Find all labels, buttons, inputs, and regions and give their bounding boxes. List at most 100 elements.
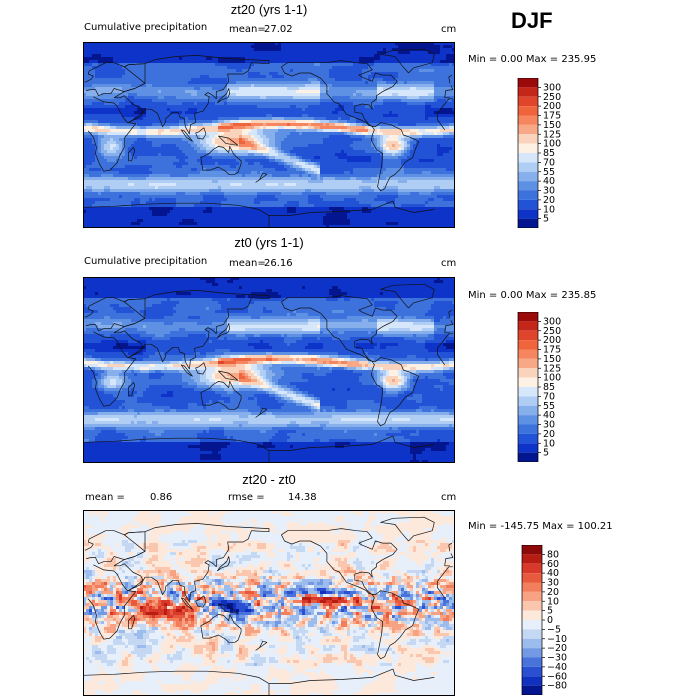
field-cell [125,138,129,142]
field-cell [194,51,198,55]
field-cell [209,66,213,70]
field-cell [209,63,213,67]
field-cell [398,78,402,82]
field-cell [365,114,369,118]
field-cell [179,159,183,163]
field-cell [434,138,438,142]
field-cell [179,111,183,115]
field-cell [401,99,405,103]
field-cell [440,72,444,76]
field-cell [452,123,455,127]
field-cell [164,147,168,151]
field-cell [350,63,354,67]
field-cell [212,126,216,130]
field-cell [371,45,375,49]
field-cell [212,150,216,154]
field-cell [185,147,189,151]
field-cell [332,105,336,109]
field-cell [347,126,351,130]
field-cell [389,132,393,136]
field-cell [446,126,450,130]
field-cell [119,87,123,91]
field-cell [218,135,222,139]
field-cell [284,123,288,127]
field-cell [242,60,246,64]
field-cell [86,135,90,139]
field-cell [299,93,303,97]
field-cell [233,156,237,160]
field-cell [98,93,102,97]
field-cell [239,147,243,151]
field-cell [230,138,234,142]
field-cell [185,69,189,73]
field-cell [107,93,111,97]
field-cell [167,57,171,61]
field-cell [215,63,219,67]
field-cell [260,159,264,163]
field-cell [269,159,273,163]
field-cell [257,54,261,58]
field-cell [320,57,324,61]
field-cell [137,123,141,127]
field-cell [263,141,267,145]
field-cell [89,147,93,151]
field-cell [359,150,363,154]
field-cell [230,84,234,88]
field-cell [227,93,231,97]
field-cell [305,66,309,70]
field-cell [266,141,270,145]
field-cell [200,78,204,82]
field-cell [401,117,405,121]
field-cell [161,126,165,130]
field-cell [305,117,309,121]
field-cell [296,63,300,67]
field-cell [416,114,420,118]
field-cell [281,72,285,76]
field-cell [278,102,282,106]
field-cell [95,48,99,52]
field-cell [440,87,444,91]
field-cell [335,102,339,106]
field-cell [152,138,156,142]
field-cell [449,111,453,115]
field-cell [197,153,201,157]
field-cell [344,114,348,118]
field-cell [161,45,165,49]
field-cell [287,120,291,124]
field-cell [350,87,354,91]
field-cell [125,129,129,133]
field-cell [173,135,177,139]
field-cell [194,93,198,97]
field-cell [341,156,345,160]
field-cell [407,150,411,154]
field-cell [254,129,258,133]
field-cell [269,129,273,133]
field-cell [356,99,360,103]
field-cell [386,150,390,154]
field-cell [104,162,108,166]
field-cell [242,90,246,94]
field-cell [395,135,399,139]
field-cell [383,138,387,142]
field-cell [278,156,282,160]
field-cell [98,81,102,85]
field-cell [431,141,435,145]
field-cell [272,108,276,112]
field-cell [428,72,432,76]
field-cell [251,102,255,106]
field-cell [125,99,129,103]
field-cell [422,132,426,136]
field-cell [368,120,372,124]
field-cell [386,63,390,67]
field-cell [158,78,162,82]
field-cell [302,108,306,112]
field-cell [410,57,414,61]
field-cell [98,135,102,139]
field-cell [293,81,297,85]
field-cell [98,156,102,160]
field-cell [263,54,267,58]
field-cell [173,54,177,58]
field-cell [344,117,348,121]
field-cell [221,126,225,130]
field-cell [398,99,402,103]
